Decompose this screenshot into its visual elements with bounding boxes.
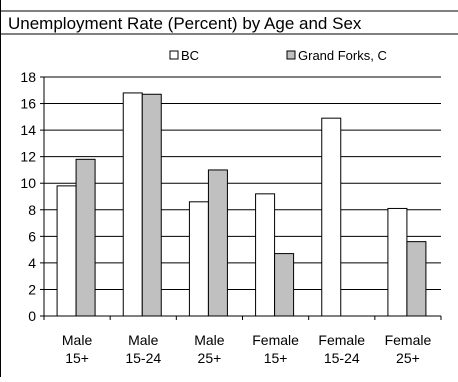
bar-grand-forks xyxy=(207,169,228,317)
y-tick-label: 16 xyxy=(20,96,36,112)
bar-bc xyxy=(122,92,143,317)
bar-grand-forks xyxy=(274,253,295,317)
x-tick-label: 15-24 xyxy=(125,350,161,366)
bar-bc xyxy=(387,207,408,317)
bar-bc xyxy=(321,117,342,317)
x-tick-label: Male xyxy=(128,332,159,348)
x-tick-label: 25+ xyxy=(396,350,420,366)
x-tick-label: 25+ xyxy=(198,350,222,366)
bar-grand-forks xyxy=(406,241,427,317)
y-tick-label: 14 xyxy=(20,122,36,138)
y-tick-label: 18 xyxy=(20,69,36,85)
legend-label: BC xyxy=(181,48,199,63)
axis-layer: 0 2 4 6 8 10 12 14 16 18 Male 15+ Male 15-24 Male 25+ Fe… xyxy=(20,69,442,366)
y-tick-label: 4 xyxy=(28,255,36,271)
y-tick-label: 10 xyxy=(20,175,36,191)
legend-swatch-bc xyxy=(169,50,179,60)
legend-swatch-grand-forks xyxy=(286,50,296,60)
bar-bc xyxy=(255,193,276,317)
bar-bc xyxy=(188,201,209,317)
chart-title: Unemployment Rate (Percent) by Age and S… xyxy=(8,14,362,33)
y-tick-label: 2 xyxy=(28,281,36,297)
bar-grand-forks xyxy=(141,93,162,317)
x-tick-label: 15+ xyxy=(65,350,89,366)
bar-grand-forks xyxy=(75,158,96,317)
legend-label: Grand Forks, C xyxy=(298,48,387,63)
y-tick-label: 0 xyxy=(28,308,36,324)
y-tick-label: 12 xyxy=(20,149,36,165)
x-tick-label: Male xyxy=(62,332,93,348)
x-tick-label: Female xyxy=(385,332,432,348)
x-tick-label: Female xyxy=(252,332,299,348)
y-tick-label: 8 xyxy=(28,202,36,218)
x-tick-label: 15+ xyxy=(264,350,288,366)
bar-bc xyxy=(56,185,77,317)
grid-layer xyxy=(44,76,441,317)
x-tick-label: Female xyxy=(318,332,365,348)
bars-layer xyxy=(56,92,427,317)
x-tick-label: Male xyxy=(194,332,225,348)
y-tick-label: 6 xyxy=(28,228,36,244)
x-tick-label: 15-24 xyxy=(324,350,360,366)
legend: BC Grand Forks, C xyxy=(169,48,387,63)
